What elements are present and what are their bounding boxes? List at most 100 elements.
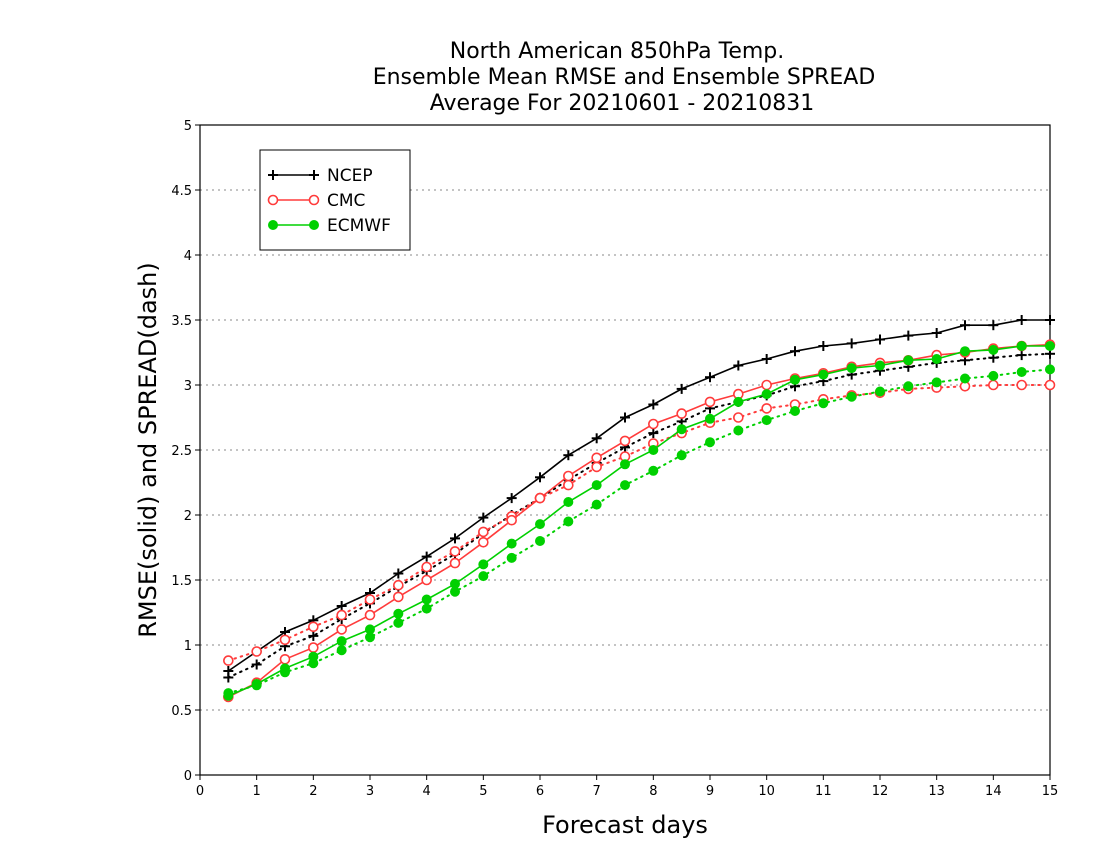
x-axis: 0 1 2 3 4 5 6 7 8 9 10 11 12 13 14 15 (196, 775, 1058, 799)
ecmwf-rmse-point (478, 559, 489, 570)
cmc-rmse-point (563, 470, 574, 482)
x-tick-label: 10 (758, 784, 775, 799)
ncep-rmse-point (790, 346, 800, 357)
y-axis: 0 0.5 1 1.5 2 2.5 3 3.5 4 4.5 5 (171, 119, 200, 784)
legend-label-ecmwf: ECMWF (327, 216, 391, 236)
ecmwf-rmse-point (846, 363, 857, 374)
ecmwf-spread-point (818, 398, 829, 409)
cmc-spread-point (421, 561, 432, 573)
cmc-spread-point (733, 412, 744, 423)
ecmwf-rmse-point (336, 636, 347, 647)
chart-title-line-3: Average For 20210601 - 20210831 (430, 91, 815, 116)
ecmwf-spread-point (875, 386, 885, 397)
cmc-rmse-point (308, 642, 319, 653)
ecmwf-spread-point (761, 415, 772, 426)
cmc-spread-point (251, 646, 262, 657)
ecmwf-rmse-point (988, 344, 999, 355)
ecmwf-spread-point (535, 536, 545, 546)
cmc-rmse-point (591, 452, 602, 464)
cmc-spread-point (761, 403, 772, 414)
y-tick-label: 1.5 (171, 574, 192, 589)
cmc-spread-point (393, 579, 404, 591)
ecmwf-rmse-point (705, 413, 715, 424)
ecmwf-rmse-point (960, 346, 970, 357)
ncep-rmse-point (733, 360, 744, 371)
cmc-rmse-point (478, 536, 489, 548)
ecmwf-rmse-point (591, 480, 602, 491)
ecmwf-rmse-point (818, 369, 829, 380)
ecmwf-rmse-point (450, 578, 460, 589)
y-tick-label: 3 (184, 379, 192, 394)
x-axis-label: Forecast days (542, 811, 708, 839)
ncep-spread-point (308, 630, 319, 641)
ecmwf-rmse-point (393, 608, 404, 619)
ncep-rmse-point (620, 412, 630, 423)
ecmwf-rmse-point (620, 459, 630, 470)
ecmwf-spread-point (1016, 367, 1027, 377)
cmc-rmse-line (227, 343, 1051, 698)
cmc-spread-point (478, 526, 489, 538)
ecmwf-spread-point (903, 381, 914, 392)
legend-marker-ncep (268, 170, 278, 180)
legend-marker-cmc (308, 194, 320, 206)
cmc-rmse-point (534, 492, 546, 504)
legend-marker-cmc (267, 194, 279, 206)
ecmwf-spread-point (790, 406, 800, 416)
cmc-spread-point (223, 655, 234, 666)
legend-item-cmc: CMC (267, 191, 365, 211)
cmc-spread-point (308, 621, 319, 633)
x-tick-label: 1 (253, 784, 261, 799)
ecmwf-rmse-point (563, 497, 574, 507)
ncep-rmse-point (223, 666, 234, 676)
ncep-rmse-point (705, 372, 715, 383)
cmc-spread-point (279, 634, 291, 646)
ncep-rmse-point (450, 533, 460, 544)
y-tick-label: 3.5 (171, 314, 192, 329)
cmc-spread-point (563, 479, 574, 491)
cmc-spread-line (227, 384, 1051, 662)
legend-marker-ecmwf (268, 220, 278, 230)
ecmwf-rmse-point (251, 679, 262, 689)
ncep-rmse-point (960, 320, 970, 331)
legend-label-ncep: NCEP (327, 166, 373, 186)
x-tick-label: 5 (479, 784, 487, 799)
legend-marker-ecmwf (309, 220, 319, 230)
ecmwf-rmse-point (223, 690, 234, 701)
ecmwf-rmse-point (733, 396, 744, 407)
ecmwf-rmse-point (1045, 341, 1055, 351)
legend-label-cmc: CMC (327, 191, 365, 211)
ecmwf-spread-point (393, 617, 404, 628)
x-tick-label: 11 (815, 784, 832, 799)
series-layer (223, 315, 1056, 703)
ncep-rmse-point (591, 433, 602, 444)
x-tick-label: 13 (928, 784, 945, 799)
legend: NCEP CMC ECMWF (259, 149, 411, 251)
ecmwf-rmse-point (308, 651, 319, 662)
ncep-rmse-point (676, 383, 687, 394)
ecmwf-rmse-point (421, 594, 432, 605)
cmc-spread-point (988, 379, 999, 391)
ncep-rmse-line (227, 319, 1050, 672)
ecmwf-spread-point (648, 465, 659, 476)
y-tick-label: 0.5 (171, 704, 192, 719)
ncep-rmse-point (875, 334, 885, 345)
legend-box (259, 149, 411, 251)
ecmwf-rmse-point (903, 355, 914, 366)
ncep-rmse-point (421, 551, 432, 562)
cmc-spread-point (1016, 379, 1027, 391)
y-tick-label: 4.5 (171, 184, 192, 199)
ecmwf-spread-point (931, 377, 942, 388)
cmc-rmse-point (279, 653, 291, 665)
ecmwf-spread-point (960, 373, 970, 384)
cmc-rmse-point (393, 591, 404, 603)
ncep-rmse-point (931, 328, 942, 338)
ecmwf-spread-point (705, 437, 715, 448)
legend-marker-ncep (309, 170, 319, 180)
y-tick-label: 1 (184, 639, 192, 654)
cmc-spread-point (449, 546, 461, 557)
ncep-rmse-point (761, 354, 772, 364)
ecmwf-rmse-point (931, 354, 942, 364)
ncep-rmse-point (393, 568, 404, 579)
chart-title-line-2: Ensemble Mean RMSE and Ensemble SPREAD (373, 65, 876, 90)
ecmwf-spread-point (620, 480, 630, 491)
